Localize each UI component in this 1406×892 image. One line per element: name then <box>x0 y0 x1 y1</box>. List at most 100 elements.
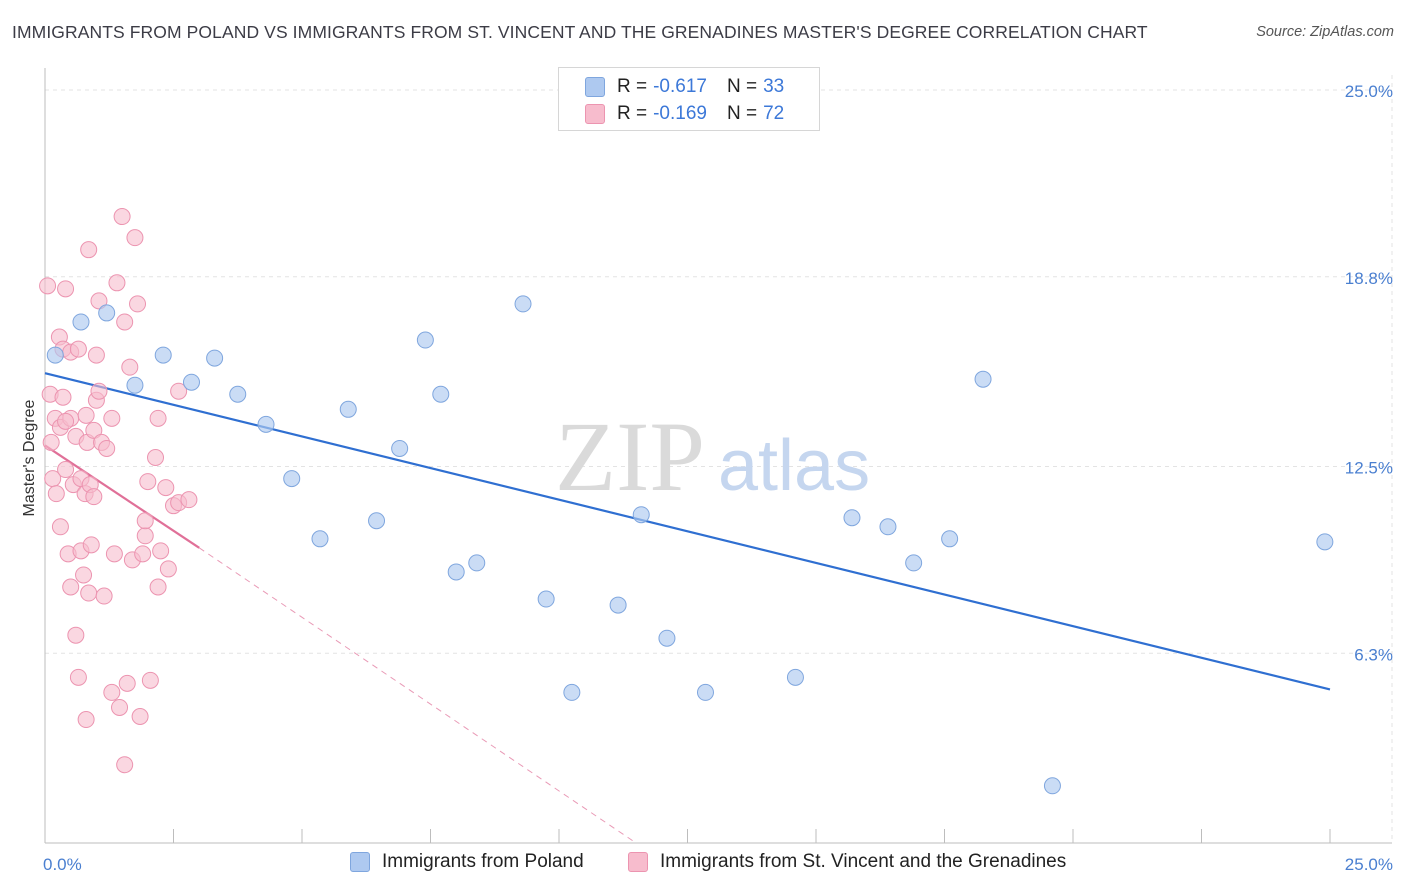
legend-swatch-poland <box>585 77 605 97</box>
watermark-atlas: atlas <box>718 426 870 506</box>
point-poland <box>229 385 247 403</box>
point-stvincent <box>57 412 75 430</box>
legend-r-label: R = <box>617 103 648 124</box>
point-stvincent <box>131 708 149 726</box>
point-stvincent <box>157 479 175 497</box>
point-stvincent <box>108 274 126 292</box>
point-stvincent <box>139 473 157 491</box>
point-poland <box>941 530 959 548</box>
legend-row-stvincent: R = -0.169 N = 72 <box>585 102 784 126</box>
y-axis-label: Master's Degree <box>21 399 38 516</box>
y-tick-label: 12.5% <box>1345 459 1393 478</box>
point-poland <box>537 590 555 608</box>
point-poland <box>126 376 144 394</box>
watermark: ZIP atlas <box>555 401 870 512</box>
point-stvincent <box>149 409 167 427</box>
point-stvincent <box>116 313 134 331</box>
point-stvincent <box>136 527 154 545</box>
point-poland <box>311 530 329 548</box>
point-poland <box>1316 533 1334 551</box>
data-points <box>39 208 1334 795</box>
point-stvincent <box>147 448 165 466</box>
point-poland <box>658 629 676 647</box>
bottom-legend-label-stvincent: Immigrants from St. Vincent and the Gren… <box>660 851 1067 872</box>
point-stvincent <box>134 545 152 563</box>
chart-title: IMMIGRANTS FROM POLAND VS IMMIGRANTS FRO… <box>12 22 1148 42</box>
point-stvincent <box>136 512 154 530</box>
y-tick-label: 18.8% <box>1345 269 1393 288</box>
point-stvincent <box>51 518 69 536</box>
x-tick-label: 25.0% <box>1345 855 1393 874</box>
point-poland <box>632 506 650 524</box>
point-stvincent <box>77 711 95 729</box>
bottom-legend-swatch-stvincent <box>628 852 648 872</box>
point-poland <box>182 373 200 391</box>
point-stvincent <box>113 208 131 226</box>
watermark-zip: ZIP <box>555 401 705 512</box>
point-stvincent <box>103 683 121 701</box>
point-stvincent <box>103 409 121 427</box>
point-stvincent <box>126 229 144 247</box>
legend-n-label: N = <box>726 103 758 124</box>
point-poland <box>563 683 581 701</box>
point-stvincent <box>87 346 105 364</box>
bottom-legend-poland: Immigrants from Poland <box>350 851 584 873</box>
point-stvincent <box>152 542 170 560</box>
point-stvincent <box>116 756 134 774</box>
legend-n-value: 72 <box>763 103 785 124</box>
point-stvincent <box>42 433 60 451</box>
point-stvincent <box>54 388 72 406</box>
point-stvincent <box>121 358 139 376</box>
point-stvincent <box>82 536 100 554</box>
point-stvincent <box>80 584 98 602</box>
source-label: Source: ZipAtlas.com <box>1256 24 1394 40</box>
point-poland <box>206 349 224 367</box>
point-stvincent <box>111 698 129 716</box>
point-stvincent <box>118 674 136 692</box>
point-stvincent <box>85 488 103 506</box>
point-poland <box>416 331 434 349</box>
y-tick-label: 6.3% <box>1354 645 1393 664</box>
point-stvincent <box>98 439 116 457</box>
legend: R = -0.617 N = 33 R = -0.169 N = 72 <box>558 67 820 131</box>
point-stvincent <box>105 545 123 563</box>
bottom-legend-swatch-poland <box>350 852 370 872</box>
point-stvincent <box>90 382 108 400</box>
point-poland <box>447 563 465 581</box>
point-stvincent <box>69 668 87 686</box>
point-poland <box>339 400 357 418</box>
point-poland <box>879 518 897 536</box>
bottom-legend-label-poland: Immigrants from Poland <box>382 851 584 872</box>
point-poland <box>609 596 627 614</box>
point-stvincent <box>141 671 159 689</box>
point-stvincent <box>62 578 80 596</box>
point-poland <box>98 304 116 322</box>
point-stvincent <box>69 340 87 358</box>
point-poland <box>1043 777 1061 795</box>
y-tick-label: 25.0% <box>1345 82 1393 101</box>
axis-labels: 6.3% 12.5% 18.8% 25.0% 0.0% 25.0% Master's Deg… <box>21 82 1393 874</box>
trend-line-stvincent <box>44 444 200 549</box>
point-stvincent <box>85 421 103 439</box>
x-tick-label: 0.0% <box>43 855 82 874</box>
point-poland <box>72 313 90 331</box>
point-stvincent <box>129 295 147 313</box>
point-poland <box>432 385 450 403</box>
point-poland <box>974 370 992 388</box>
point-stvincent <box>75 566 93 584</box>
bottom-legend-stvincent: Immigrants from St. Vincent and the Gren… <box>628 851 1066 873</box>
point-poland <box>368 512 386 530</box>
bottom-legend: Immigrants from Poland Immigrants from S… <box>0 851 1406 879</box>
grid-lines <box>45 75 1393 843</box>
legend-r-value: -0.617 <box>653 76 707 97</box>
point-poland <box>283 470 301 488</box>
legend-r-value: -0.169 <box>653 103 707 124</box>
point-poland <box>391 439 409 457</box>
point-stvincent <box>159 560 177 578</box>
legend-swatch-stvincent <box>585 104 605 124</box>
legend-row-poland: R = -0.617 N = 33 <box>585 75 784 99</box>
point-stvincent <box>77 406 95 424</box>
point-poland <box>786 668 804 686</box>
legend-n-label: N = <box>726 76 758 97</box>
